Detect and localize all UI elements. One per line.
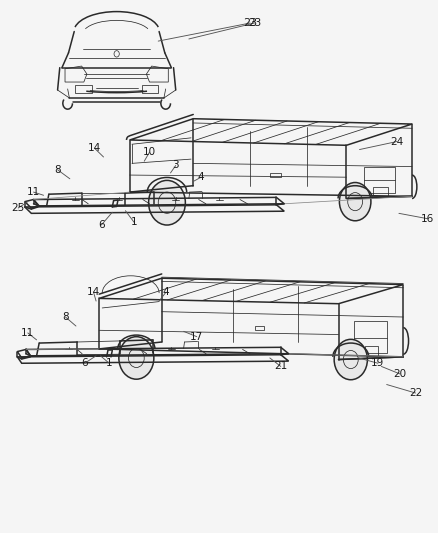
Text: 23: 23 — [247, 18, 261, 28]
Text: 6: 6 — [81, 358, 88, 368]
Text: 8: 8 — [54, 165, 61, 175]
Bar — [254, 326, 264, 330]
Bar — [353, 321, 386, 353]
Text: 23: 23 — [243, 18, 257, 28]
Circle shape — [148, 180, 185, 225]
Bar — [372, 187, 387, 196]
Text: 10: 10 — [143, 147, 155, 157]
Bar — [269, 173, 280, 177]
Bar — [75, 85, 92, 93]
Text: 20: 20 — [392, 369, 406, 379]
Text: 4: 4 — [198, 172, 204, 182]
Text: 1: 1 — [106, 358, 112, 368]
Text: 22: 22 — [408, 388, 421, 398]
Bar — [363, 166, 394, 193]
Text: 3: 3 — [172, 160, 179, 171]
Text: 8: 8 — [62, 312, 69, 322]
Bar — [364, 346, 377, 356]
Text: 14: 14 — [88, 143, 101, 154]
Circle shape — [119, 337, 153, 379]
Text: 17: 17 — [190, 332, 203, 342]
Text: 21: 21 — [273, 361, 287, 372]
Circle shape — [333, 340, 367, 379]
Text: 19: 19 — [371, 358, 384, 368]
Circle shape — [339, 182, 370, 221]
Text: 14: 14 — [87, 287, 100, 297]
Bar — [141, 85, 158, 93]
Text: 1: 1 — [131, 217, 137, 228]
Text: 11: 11 — [27, 187, 40, 197]
Text: 25: 25 — [11, 203, 25, 213]
Text: 6: 6 — [98, 220, 104, 230]
Text: 11: 11 — [21, 328, 34, 338]
Text: 24: 24 — [389, 136, 403, 147]
Text: 4: 4 — [162, 287, 169, 297]
Text: 16: 16 — [420, 214, 433, 224]
